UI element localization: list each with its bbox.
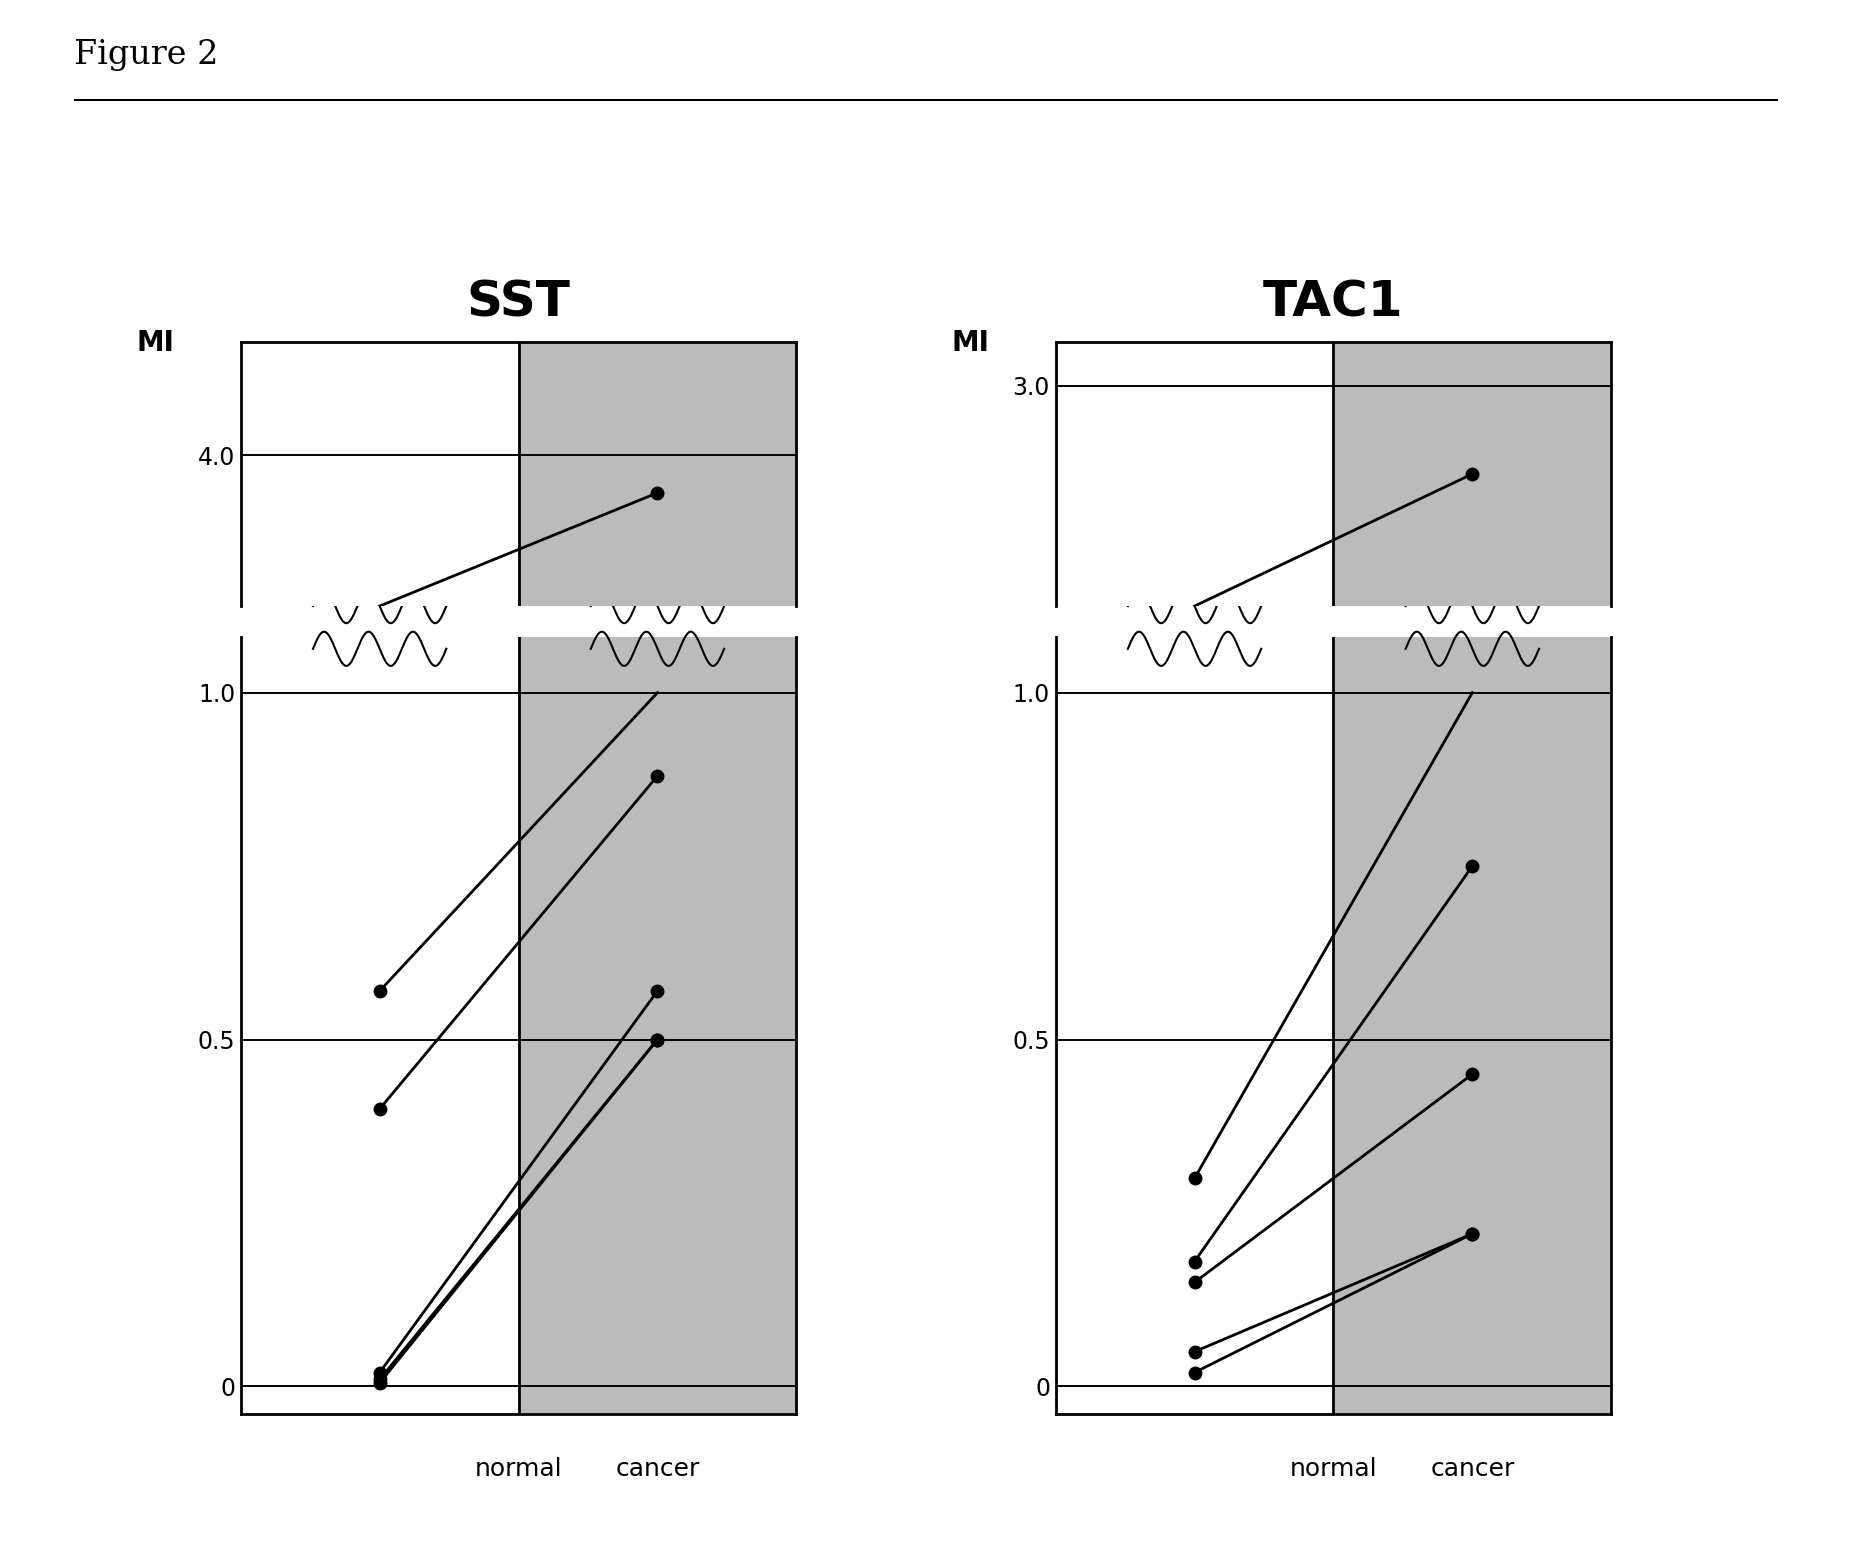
Title: TAC1: TAC1: [1263, 278, 1404, 326]
Bar: [241, 342, 519, 606]
Bar: [1056, 342, 1333, 606]
Text: cancer: cancer: [615, 1458, 700, 1481]
Bar: [519, 637, 796, 1414]
Text: MI: MI: [952, 328, 989, 357]
Bar: [1333, 637, 1611, 1414]
Bar: [519, 342, 796, 606]
Title: SST: SST: [467, 278, 570, 326]
Bar: [1333, 342, 1611, 606]
Bar: [1056, 637, 1333, 1414]
Text: cancer: cancer: [1430, 1458, 1515, 1481]
Text: normal: normal: [1289, 1458, 1378, 1481]
Text: Figure 2: Figure 2: [74, 39, 219, 71]
Text: MI: MI: [137, 328, 174, 357]
Text: normal: normal: [474, 1458, 563, 1481]
Bar: [241, 637, 519, 1414]
